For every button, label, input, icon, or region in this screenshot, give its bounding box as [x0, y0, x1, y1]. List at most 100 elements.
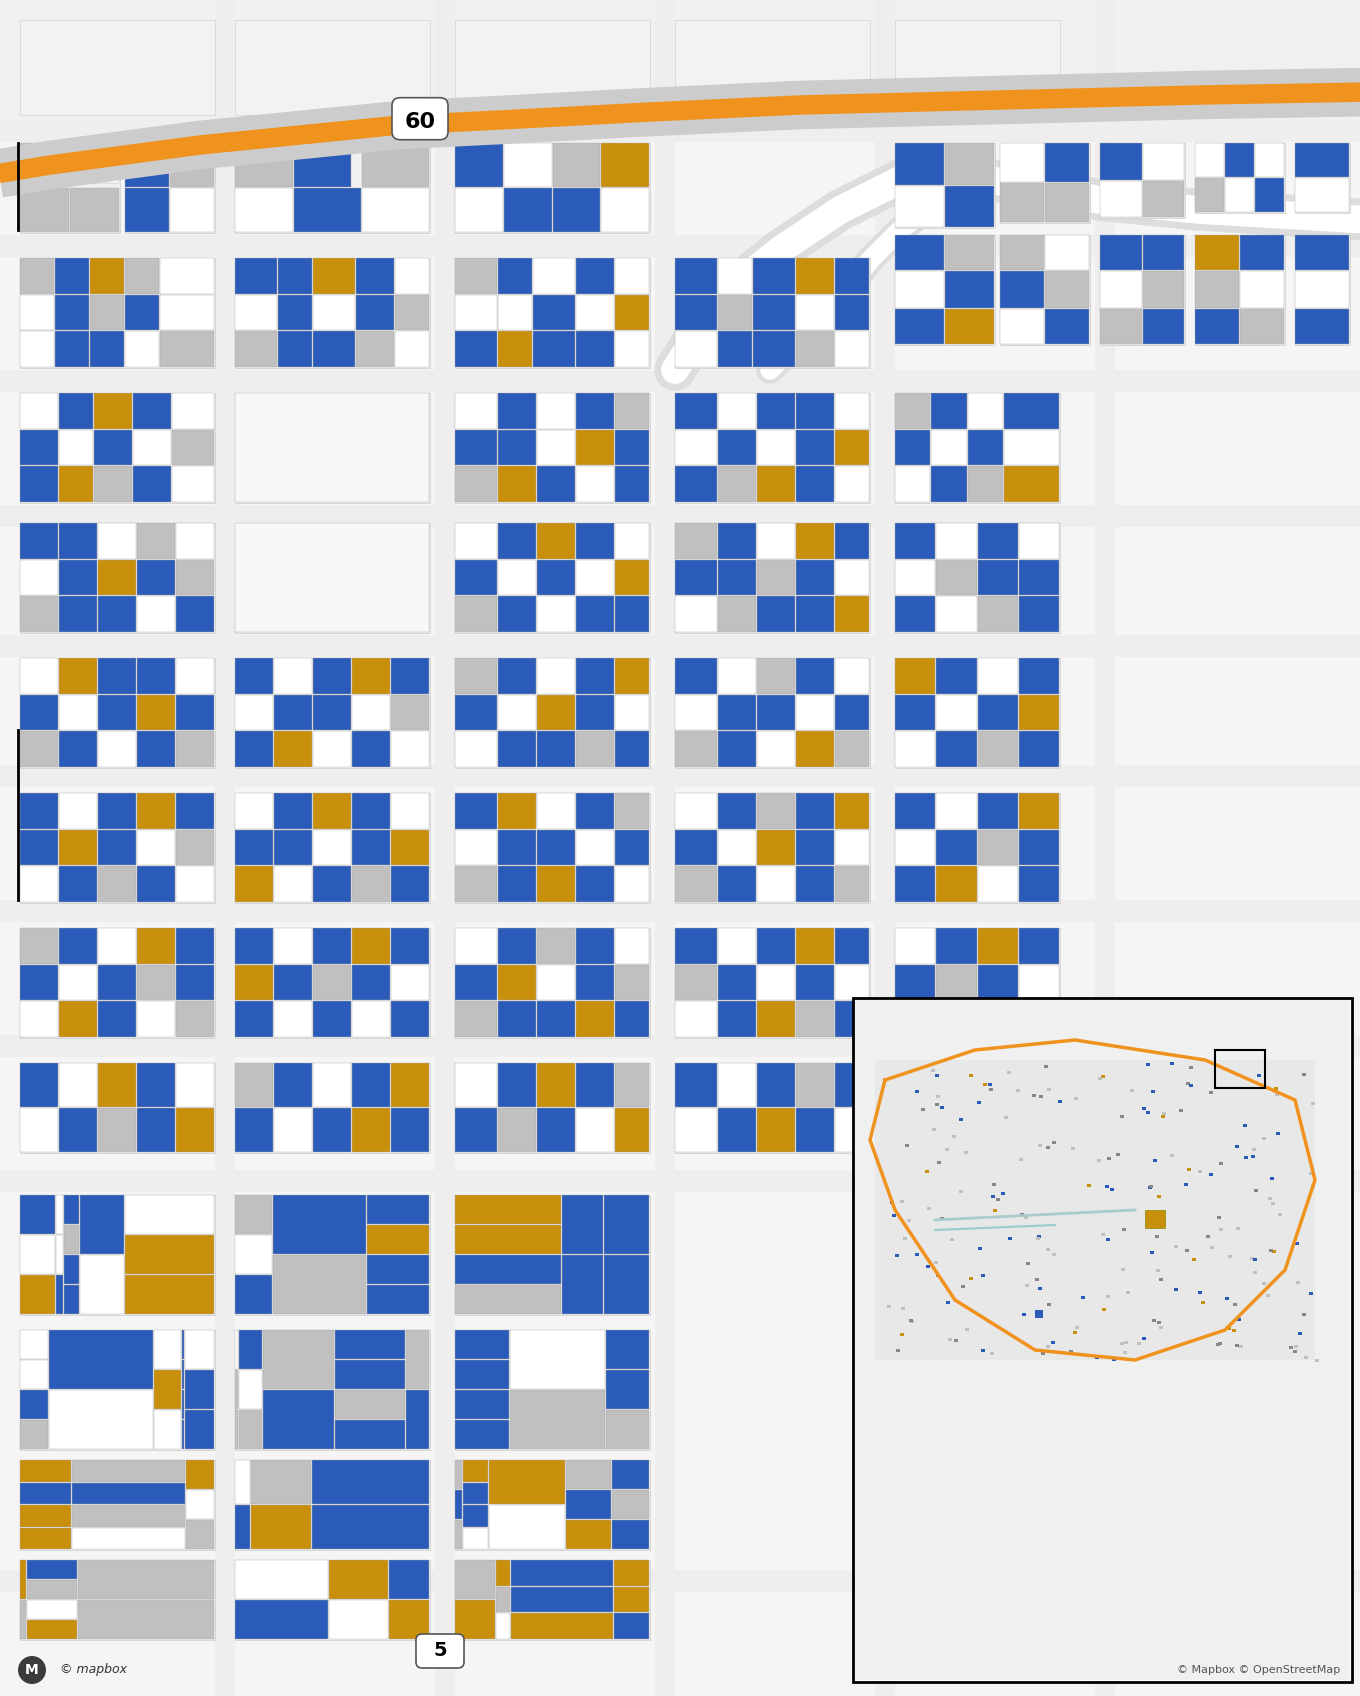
- Bar: [968, 1277, 972, 1280]
- Bar: [273, 829, 311, 865]
- Bar: [978, 867, 1017, 902]
- Bar: [1149, 1186, 1153, 1189]
- Bar: [58, 1107, 97, 1152]
- Bar: [20, 1196, 54, 1235]
- Bar: [125, 258, 159, 293]
- Bar: [1000, 309, 1044, 344]
- Bar: [456, 829, 496, 865]
- Bar: [887, 1304, 891, 1308]
- Bar: [895, 829, 936, 865]
- Bar: [601, 142, 649, 187]
- Bar: [456, 965, 496, 1001]
- Bar: [796, 560, 834, 595]
- Bar: [1087, 1184, 1091, 1187]
- Bar: [49, 1330, 154, 1389]
- Bar: [1020, 1213, 1024, 1216]
- Bar: [978, 965, 1017, 1001]
- Bar: [1019, 560, 1059, 595]
- Bar: [895, 928, 936, 963]
- Bar: [235, 1409, 238, 1448]
- Bar: [175, 1001, 214, 1036]
- Bar: [215, 0, 235, 1696]
- Bar: [615, 1063, 649, 1107]
- Bar: [20, 258, 215, 368]
- Bar: [758, 522, 794, 558]
- Bar: [352, 928, 390, 963]
- Bar: [456, 867, 496, 902]
- Bar: [758, 965, 794, 1001]
- Bar: [1251, 1155, 1255, 1158]
- Bar: [69, 142, 120, 183]
- Bar: [978, 731, 1017, 767]
- Bar: [335, 1360, 405, 1389]
- Bar: [294, 142, 351, 187]
- Bar: [352, 1001, 390, 1036]
- Bar: [1160, 1114, 1164, 1118]
- Bar: [835, 560, 869, 595]
- Bar: [1236, 1318, 1240, 1321]
- Bar: [575, 560, 613, 595]
- Bar: [675, 731, 717, 767]
- Bar: [1051, 1253, 1055, 1257]
- Bar: [835, 1063, 869, 1107]
- Bar: [1058, 1101, 1062, 1102]
- Bar: [182, 1360, 184, 1389]
- Bar: [1250, 1257, 1254, 1260]
- Bar: [1240, 236, 1284, 270]
- Bar: [1148, 1186, 1152, 1189]
- Bar: [173, 429, 214, 465]
- Bar: [718, 965, 756, 1001]
- Bar: [936, 829, 976, 865]
- Bar: [235, 20, 430, 115]
- Bar: [758, 658, 794, 694]
- Bar: [1047, 1303, 1051, 1306]
- Bar: [575, 794, 613, 829]
- Bar: [718, 597, 756, 633]
- Bar: [1315, 1358, 1319, 1362]
- Bar: [262, 1391, 335, 1448]
- Bar: [125, 295, 159, 331]
- Bar: [20, 794, 58, 829]
- Bar: [80, 1255, 124, 1314]
- Bar: [456, 331, 496, 366]
- Bar: [615, 393, 649, 429]
- Bar: [464, 1460, 488, 1482]
- Bar: [20, 20, 215, 115]
- Bar: [235, 1330, 430, 1450]
- Bar: [0, 634, 1360, 656]
- Bar: [273, 928, 311, 963]
- Bar: [936, 731, 976, 767]
- Bar: [392, 1001, 428, 1036]
- Bar: [98, 695, 136, 731]
- Bar: [175, 658, 214, 694]
- Bar: [796, 829, 834, 865]
- Bar: [20, 393, 215, 504]
- Bar: [498, 1063, 536, 1107]
- Bar: [1295, 271, 1349, 307]
- Bar: [1195, 178, 1224, 212]
- Bar: [1107, 1157, 1111, 1160]
- Bar: [978, 658, 1017, 694]
- Bar: [1304, 1355, 1308, 1358]
- Bar: [615, 1107, 649, 1152]
- Bar: [1302, 1313, 1306, 1316]
- Bar: [1153, 1160, 1157, 1162]
- Bar: [137, 928, 175, 963]
- Bar: [1019, 731, 1059, 767]
- Bar: [64, 1225, 79, 1253]
- Bar: [58, 393, 92, 429]
- Bar: [1195, 142, 1285, 214]
- Bar: [456, 466, 496, 502]
- Bar: [498, 928, 536, 963]
- Bar: [1251, 1148, 1255, 1152]
- Bar: [58, 867, 97, 902]
- Bar: [758, 731, 794, 767]
- Bar: [235, 1370, 238, 1409]
- Bar: [498, 1001, 536, 1036]
- Bar: [94, 466, 132, 502]
- Bar: [936, 560, 976, 595]
- Bar: [537, 867, 575, 902]
- Bar: [1004, 1116, 1008, 1119]
- Bar: [604, 1255, 649, 1314]
- Bar: [456, 429, 496, 465]
